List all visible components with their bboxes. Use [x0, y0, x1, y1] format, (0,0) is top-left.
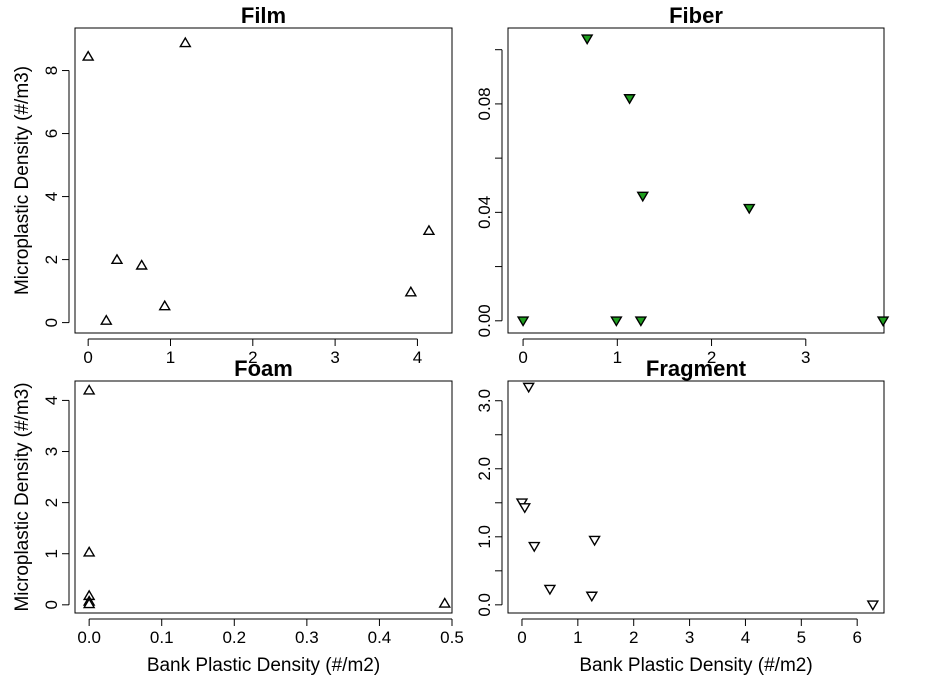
- y-tick-label: 6: [42, 129, 61, 138]
- data-point: [81, 50, 95, 61]
- data-point: [588, 535, 601, 547]
- y-tick-label: 2: [42, 255, 61, 264]
- data-point: [135, 259, 148, 270]
- data-point: [518, 503, 531, 514]
- y-tick-label: 0: [42, 600, 61, 609]
- y-tick-label: 0.0: [475, 593, 494, 617]
- data-point: [404, 285, 418, 297]
- data-point: [522, 382, 535, 394]
- x-tick-label: 2: [248, 348, 257, 367]
- x-tick-label: 1: [613, 348, 622, 367]
- x-tick-label: 4: [741, 628, 750, 647]
- data-point: [516, 316, 530, 327]
- y-axis-label: Microplastic Density (#/m3): [12, 66, 33, 295]
- data-point: [634, 316, 648, 327]
- x-tick-label: 2: [629, 628, 638, 647]
- x-tick-label: 5: [797, 628, 806, 647]
- plot-frame: [507, 27, 885, 334]
- x-tick-label: 0.4: [368, 628, 392, 647]
- y-axis-label: Microplastic Density (#/m3): [12, 382, 33, 611]
- plot-frame: [74, 27, 453, 334]
- data-point: [623, 94, 636, 105]
- panel-title: Fiber: [669, 3, 723, 28]
- x-tick-label: 0: [518, 348, 527, 367]
- y-tick-label: 3: [42, 447, 61, 456]
- x-tick-label: 3: [330, 348, 339, 367]
- data-point: [866, 600, 880, 611]
- panel-fragment: Fragment 0 1 2 3 4 5 6 0.0 1.0 2.0 3.0 Bank Plastic …: [475, 356, 885, 676]
- data-point: [585, 591, 599, 603]
- data-point: [636, 191, 649, 203]
- panel-title: Fragment: [646, 356, 747, 381]
- x-tick-label: 1: [166, 348, 175, 367]
- data-point: [543, 584, 557, 596]
- x-tick-label: 0.0: [77, 628, 101, 647]
- data-point: [438, 597, 451, 608]
- panel-fiber: Fiber 0 1 2 3 0.00 0.04 0.08: [475, 3, 890, 367]
- data-point: [82, 597, 96, 609]
- x-tick-label: 0.5: [440, 628, 464, 647]
- y-tick-label: 2.0: [475, 457, 494, 481]
- data-point: [100, 314, 113, 325]
- data-point: [876, 316, 890, 327]
- x-tick-label: 6: [852, 628, 861, 647]
- x-tick-label: 3: [801, 348, 810, 367]
- data-point: [422, 224, 436, 236]
- x-tick-label: 0: [517, 628, 526, 647]
- data-point: [110, 253, 124, 265]
- panel-foam: Foam 0.0 0.1 0.2 0.3 0.4 0.5 0 1 2 3 4 Microplastic …: [12, 356, 464, 676]
- plot-frame: [74, 380, 453, 614]
- x-axis-label: Bank Plastic Density (#/m2): [579, 655, 812, 676]
- y-tick-label: 0.04: [475, 196, 494, 229]
- y-tick-label: 0.08: [475, 87, 494, 120]
- x-tick-label: 0.2: [222, 628, 246, 647]
- data-point: [528, 541, 541, 553]
- data-point: [82, 384, 96, 395]
- panel-film: Film 0 1 2 3 4 0 2 4 6 8 Microplastic Density (#/m3…: [12, 3, 453, 367]
- x-tick-label: 0: [83, 348, 92, 367]
- data-point: [82, 546, 96, 557]
- data-point: [158, 299, 171, 311]
- y-tick-label: 1.0: [475, 525, 494, 549]
- x-tick-label: 1: [573, 628, 582, 647]
- data-point: [179, 36, 192, 48]
- panel-title: Foam: [234, 356, 293, 381]
- y-tick-label: 4: [42, 192, 61, 201]
- panel-title: Film: [241, 3, 286, 28]
- plot-frame: [507, 380, 885, 614]
- y-tick-label: 0.00: [475, 304, 494, 337]
- y-tick-label: 3.0: [475, 389, 494, 413]
- x-tick-label: 0.3: [295, 628, 319, 647]
- data-point: [743, 203, 756, 215]
- data-point: [580, 34, 594, 45]
- y-tick-label: 8: [42, 66, 61, 75]
- y-tick-label: 4: [42, 396, 61, 405]
- y-tick-label: 2: [42, 498, 61, 507]
- x-tick-label: 4: [413, 348, 422, 367]
- data-point: [610, 316, 623, 327]
- y-tick-label: 0: [42, 318, 61, 327]
- x-tick-label: 2: [707, 348, 716, 367]
- x-tick-label: 3: [685, 628, 694, 647]
- y-tick-label: 1: [42, 549, 61, 558]
- x-axis-label: Bank Plastic Density (#/m2): [147, 655, 380, 676]
- x-tick-label: 0.1: [150, 628, 174, 647]
